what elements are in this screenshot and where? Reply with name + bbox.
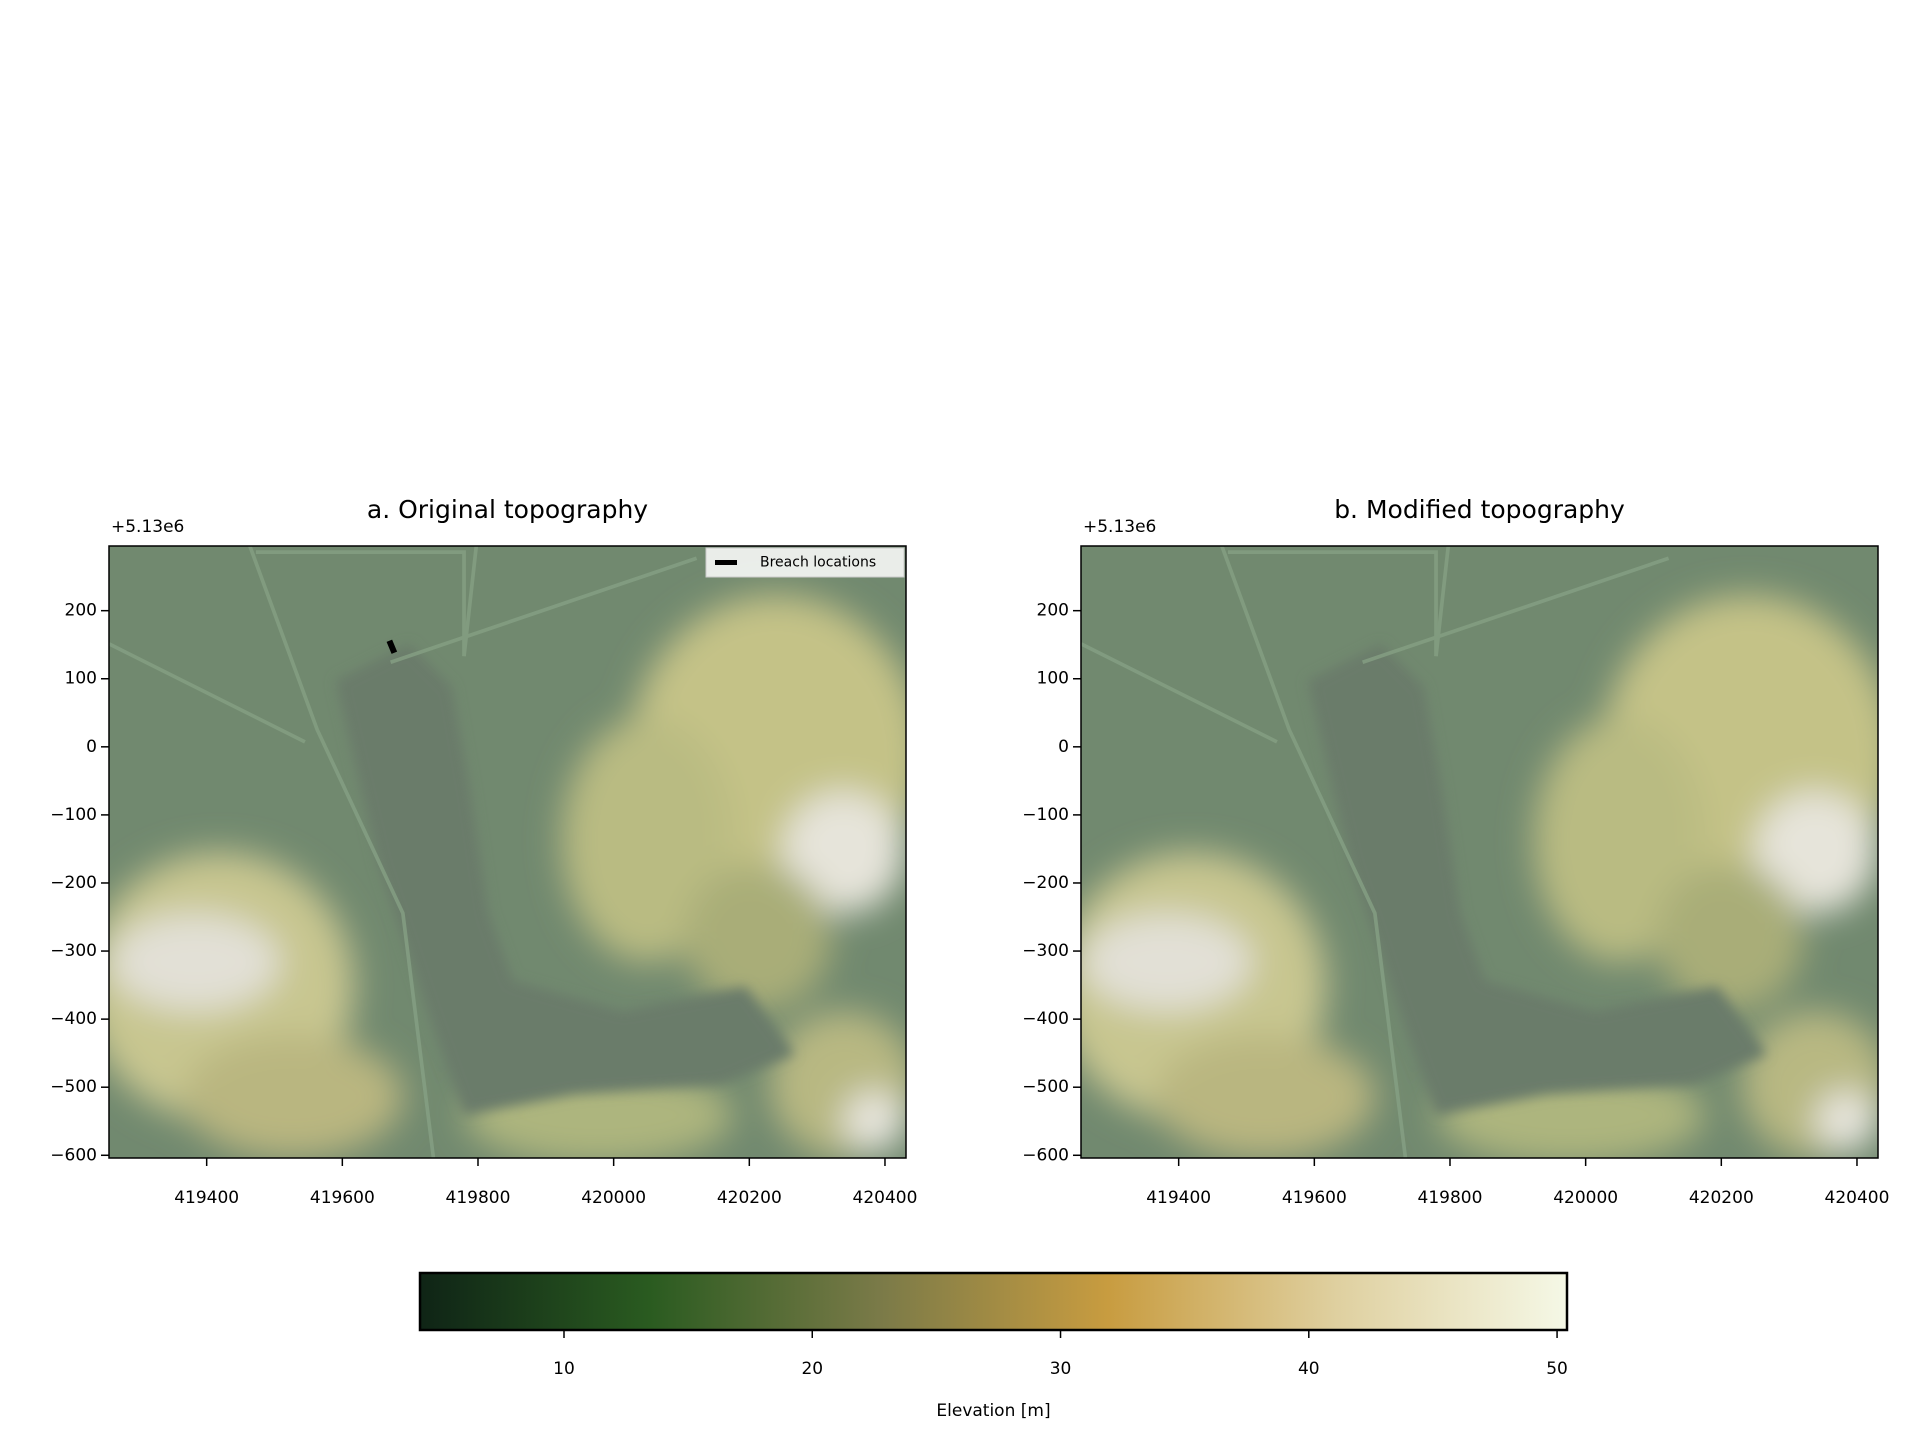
y-tick-label: −400	[50, 1009, 97, 1029]
y-tick-label: 100	[65, 669, 97, 689]
legend-box	[705, 547, 905, 578]
y-tick-label: −500	[1022, 1077, 1069, 1097]
x-tick-label: 420000	[1553, 1188, 1618, 1208]
axes-frame	[108, 545, 907, 1159]
x-tick-label: 419600	[1282, 1188, 1347, 1208]
axes-frame	[1080, 545, 1879, 1159]
breach-marker	[386, 639, 398, 654]
colorbar-tick-label: 20	[801, 1359, 823, 1379]
y-tick-label: 0	[86, 737, 97, 757]
terrain-raster	[1057, 546, 1895, 1164]
y-tick-label: −200	[50, 873, 97, 893]
legend-label: Breach locations	[760, 555, 876, 571]
y-tick-label: −600	[1022, 1145, 1069, 1165]
chart-title: b. Modified topography	[1334, 495, 1625, 524]
offset-text: +5.13e6	[1083, 517, 1156, 537]
x-tick-label: 420400	[853, 1188, 918, 1208]
x-tick-label: 419600	[310, 1188, 375, 1208]
colorbar-tick-label: 40	[1298, 1359, 1320, 1379]
y-tick-label: −100	[50, 805, 97, 825]
y-tick-label: 100	[1037, 669, 1069, 689]
y-tick-label: 200	[1037, 601, 1069, 621]
colorbar-label: Elevation [m]	[936, 1401, 1050, 1421]
chart-title: a. Original topography	[367, 495, 648, 524]
offset-text: +5.13e6	[111, 517, 184, 537]
x-tick-label: 420000	[581, 1188, 646, 1208]
y-tick-label: −300	[50, 941, 97, 961]
x-tick-label: 420200	[1689, 1188, 1754, 1208]
y-tick-label: 0	[1058, 737, 1069, 757]
x-tick-label: 419400	[1146, 1188, 1211, 1208]
x-tick-label: 419800	[1418, 1188, 1483, 1208]
x-tick-label: 420400	[1825, 1188, 1890, 1208]
y-tick-label: −600	[50, 1145, 97, 1165]
colorbar-tick-label: 10	[553, 1359, 575, 1379]
y-tick-label: −500	[50, 1077, 97, 1097]
x-tick-label: 420200	[717, 1188, 782, 1208]
colorbar-tick-label: 50	[1546, 1359, 1568, 1379]
colorbar-tick-label: 30	[1050, 1359, 1072, 1379]
y-tick-label: −100	[1022, 805, 1069, 825]
y-tick-label: −300	[1022, 941, 1069, 961]
y-tick-label: −200	[1022, 873, 1069, 893]
x-tick-label: 419800	[446, 1188, 511, 1208]
terrain-raster	[85, 546, 923, 1164]
y-tick-label: 200	[65, 601, 97, 621]
x-tick-label: 419400	[174, 1188, 239, 1208]
colorbar	[418, 1271, 1569, 1332]
y-tick-label: −400	[1022, 1009, 1069, 1029]
